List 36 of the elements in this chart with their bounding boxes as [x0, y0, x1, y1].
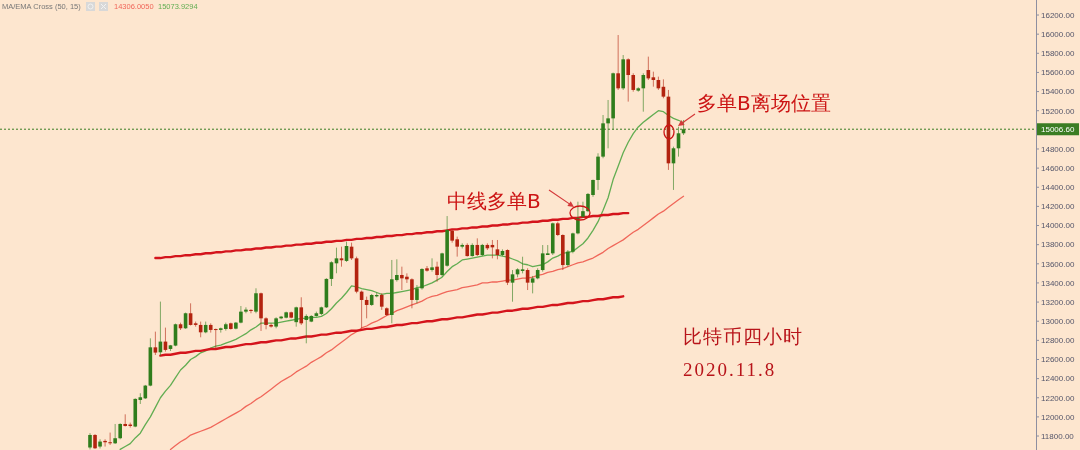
y-tick-label: 15200.00	[1041, 106, 1075, 116]
candlestick	[430, 257, 434, 273]
y-tick-label: 12000.00	[1041, 412, 1075, 422]
y-tick-label: 15400.00	[1041, 87, 1075, 97]
y-tick-label: 16000.00	[1041, 29, 1075, 39]
y-tick-label: 14800.00	[1041, 144, 1075, 154]
y-tick-label: 12200.00	[1041, 393, 1075, 403]
y-tick-label: 14600.00	[1041, 163, 1075, 173]
candlestick	[123, 413, 128, 428]
candlestick	[249, 308, 253, 314]
y-tick-label: 14000.00	[1041, 221, 1075, 231]
y-tick-label: 13800.00	[1041, 240, 1075, 250]
text: 15006.60	[1041, 125, 1075, 135]
candlestick	[581, 201, 585, 218]
candlestick	[108, 432, 112, 446]
annotation: 中线多单B	[447, 189, 541, 213]
y-tick-label: 14200.00	[1041, 202, 1075, 212]
y-tick-label: 16200.00	[1041, 10, 1075, 20]
y-tick-label: 13600.00	[1041, 259, 1075, 269]
y-tick-label: 13200.00	[1041, 297, 1075, 307]
y-tick-label: 14400.00	[1041, 183, 1075, 193]
y-tick-label: 12800.00	[1041, 336, 1075, 346]
candlestick	[244, 306, 248, 314]
y-tick-label: 12600.00	[1041, 355, 1075, 365]
y-tick-label: 12400.00	[1041, 374, 1075, 384]
candlestick	[269, 322, 273, 329]
y-tick-label: 13000.00	[1041, 317, 1075, 327]
y-tick-label: 13400.00	[1041, 278, 1075, 288]
text: 多单B离场位置	[697, 91, 831, 115]
y-tick-label: 11800.00	[1041, 431, 1075, 441]
y-tick-label: 15800.00	[1041, 49, 1075, 59]
annotation: 2020.11.8	[683, 359, 777, 380]
line-series	[159, 295, 625, 357]
y-tick-label: 15600.00	[1041, 68, 1075, 78]
candlestick	[425, 265, 429, 273]
annotation: 比特币四小时	[683, 326, 803, 347]
